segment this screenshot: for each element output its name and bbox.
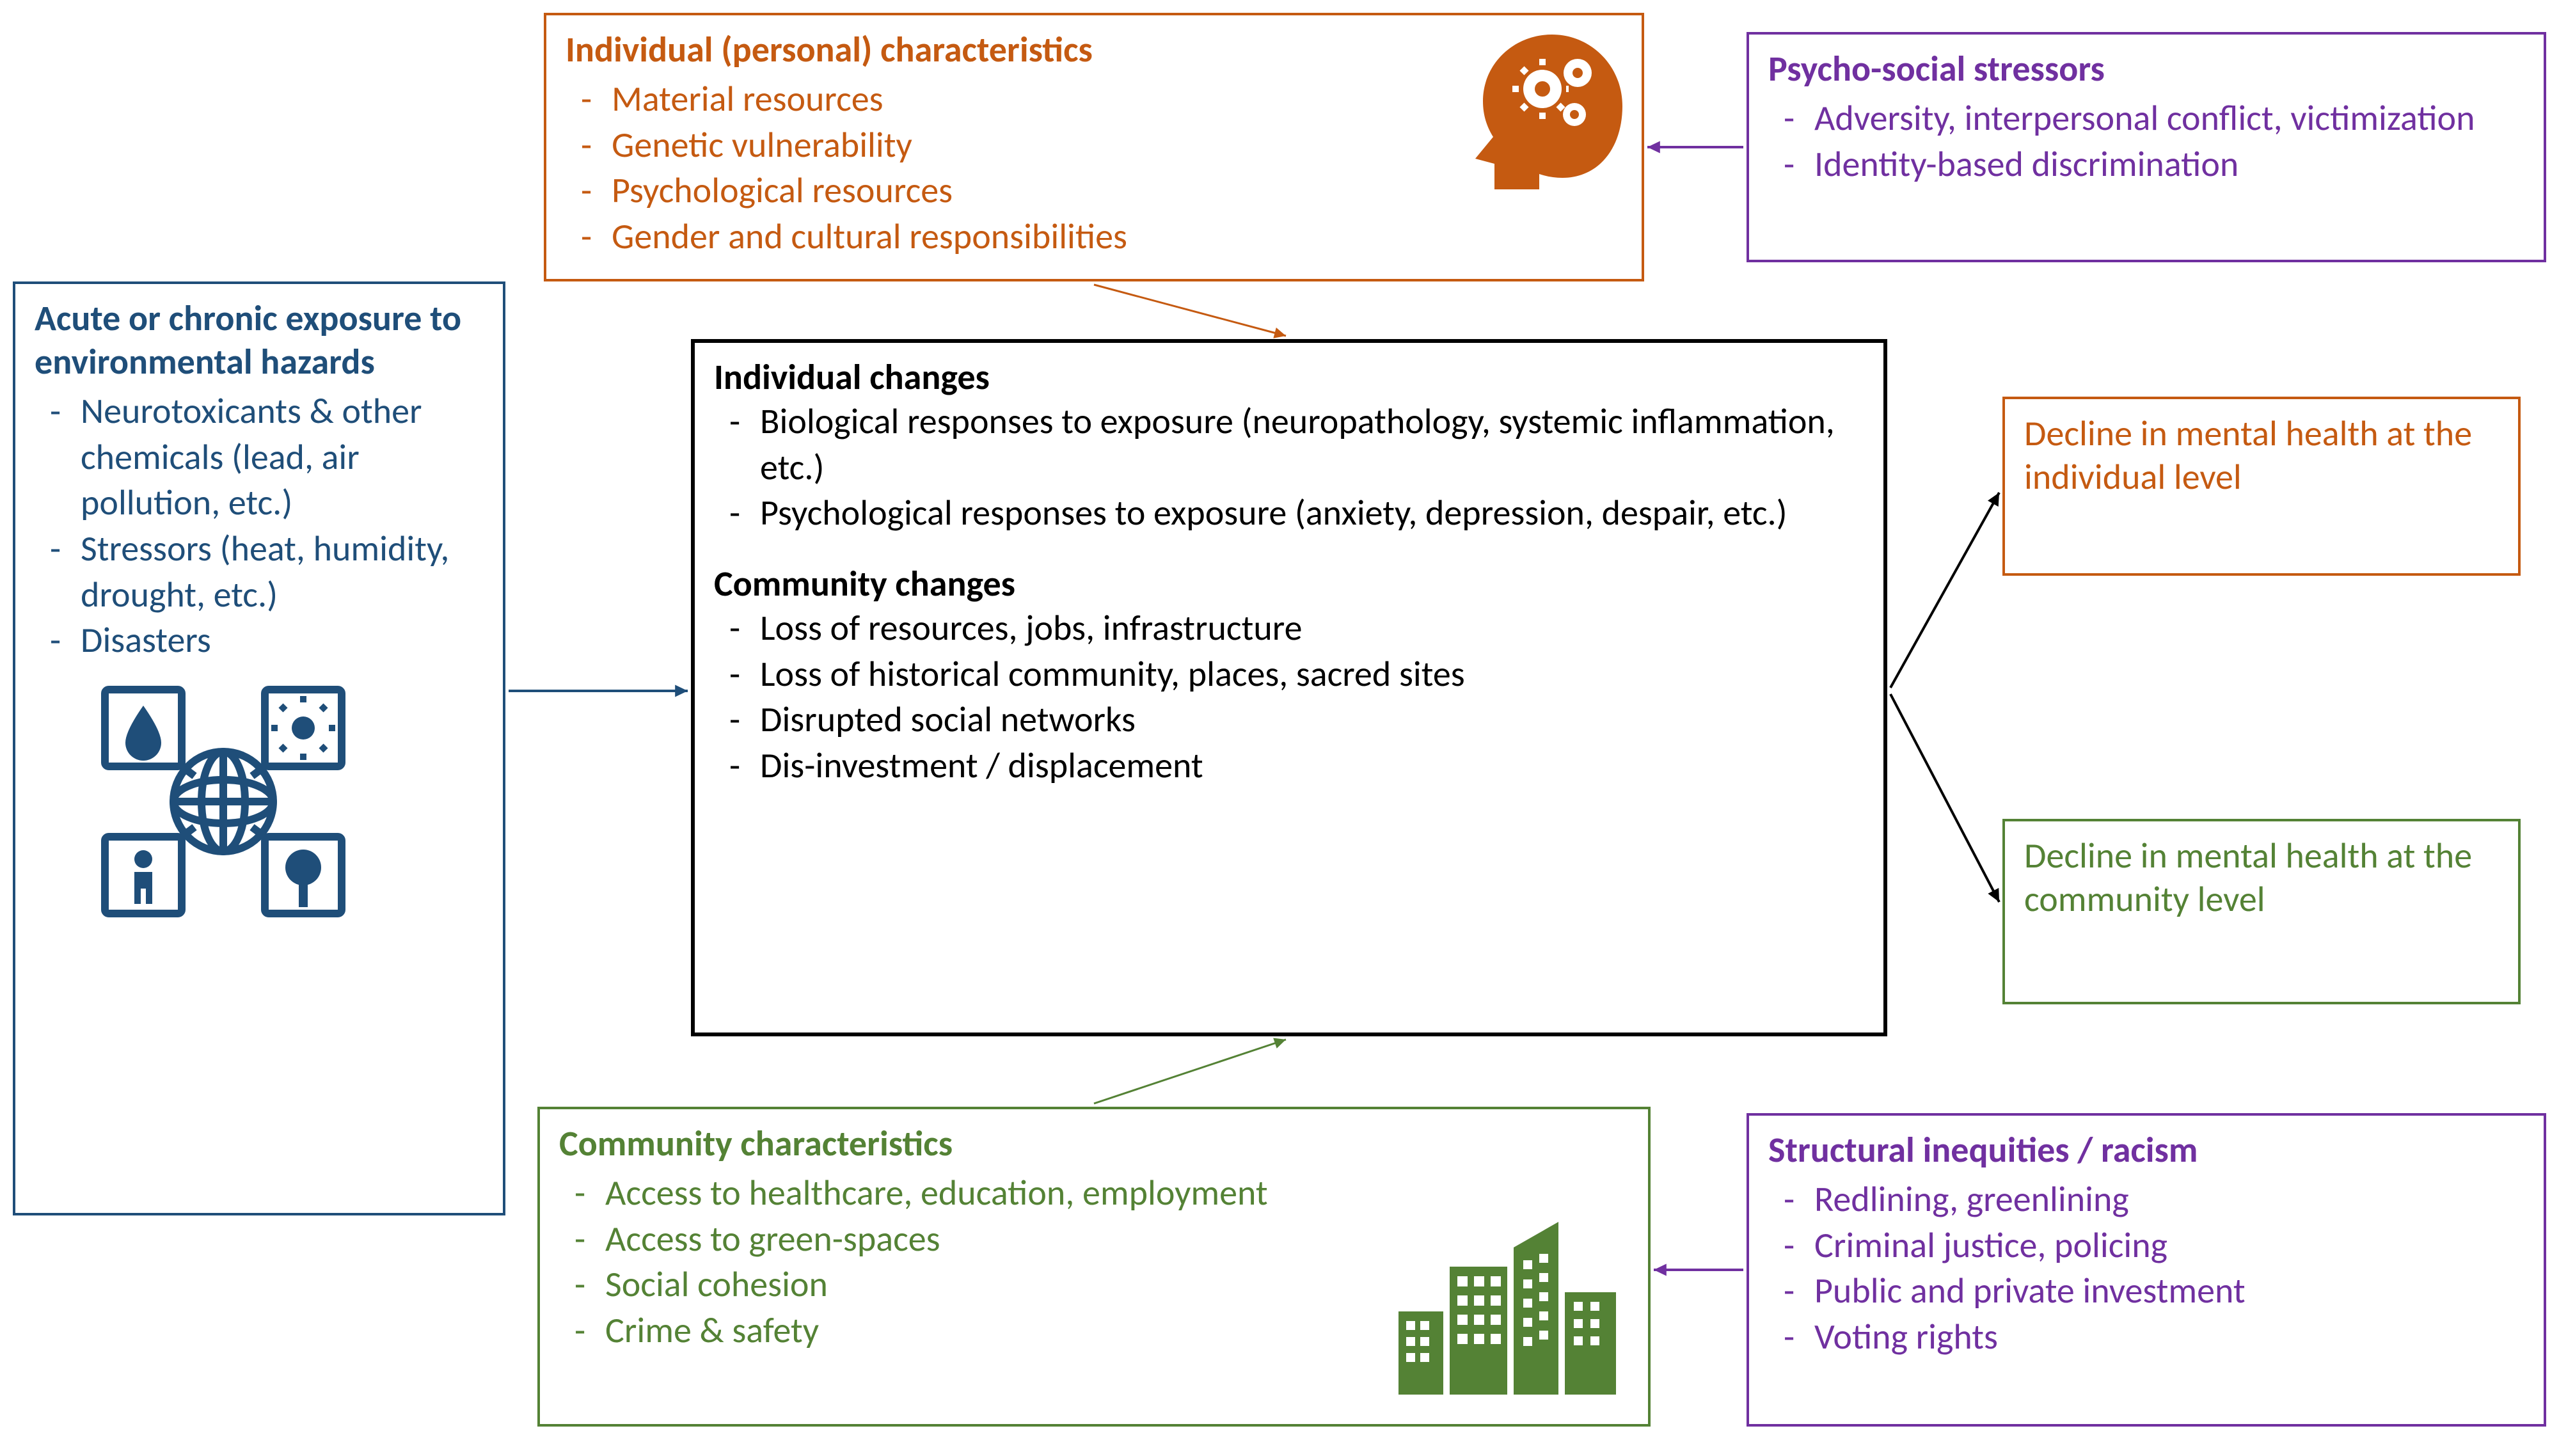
box-structural: Structural inequities / racism Redlining… (1747, 1113, 2546, 1427)
psychosocial-title: Psycho-social stressors (1768, 47, 2524, 91)
list-item: Disrupted social networks (714, 697, 1864, 743)
hazards-items: Neurotoxicants & other chemicals (lead, … (35, 389, 484, 664)
list-item: Adversity, interpersonal conflict, victi… (1768, 96, 2524, 142)
globe-grid-icon (86, 683, 484, 930)
decline-community-text: Decline in mental health at the communit… (2024, 834, 2499, 921)
list-item: Criminal justice, policing (1768, 1223, 2524, 1269)
center-section1-items: Biological responses to exposure (neurop… (714, 399, 1864, 537)
psychosocial-to-indiv (1647, 141, 1743, 153)
list-item: Voting rights (1768, 1315, 2524, 1361)
list-item: Loss of resources, jobs, infrastructure (714, 606, 1864, 652)
structural-items: Redlining, greenliningCriminal justice, … (1768, 1177, 2524, 1361)
psychosocial-items: Adversity, interpersonal conflict, victi… (1768, 96, 2524, 187)
box-psychosocial: Psycho-social stressors Adversity, inter… (1747, 32, 2546, 262)
list-item: Dis-investment / displacement (714, 743, 1864, 789)
list-item: Disasters (35, 618, 484, 664)
decline-individual-text: Decline in mental health at the individu… (2024, 412, 2499, 499)
box-center: Individual changes Biological responses … (691, 339, 1887, 1036)
center-section1-title: Individual changes (714, 356, 1864, 399)
list-item: Gender and cultural responsibilities (566, 214, 1622, 260)
center-section2-title: Community changes (714, 562, 1864, 606)
center-to-decline-indiv (1890, 493, 1999, 688)
list-item: Public and private investment (1768, 1269, 2524, 1315)
box-hazards: Acute or chronic exposure to environment… (13, 281, 505, 1215)
structural-title: Structural inequities / racism (1768, 1128, 2524, 1172)
indivchars-to-center (1094, 285, 1286, 338)
list-item: Psychological responses to exposure (anx… (714, 491, 1864, 537)
list-item: Identity-based discrimination (1768, 142, 2524, 188)
list-item: Stressors (heat, humidity, drought, etc.… (35, 526, 484, 618)
box-decline-community: Decline in mental health at the communit… (2002, 819, 2521, 1004)
center-to-decline-comm (1890, 694, 1999, 902)
center-section2-items: Loss of resources, jobs, infrastructureL… (714, 606, 1864, 789)
community-chars-title: Community characteristics (559, 1122, 1629, 1166)
list-item: Biological responses to exposure (neurop… (714, 399, 1864, 491)
box-decline-individual: Decline in mental health at the individu… (2002, 397, 2521, 576)
city-skyline-icon (1392, 1209, 1622, 1411)
list-item: Loss of historical community, places, sa… (714, 652, 1864, 698)
hazards-to-center (509, 684, 688, 697)
list-item: Redlining, greenlining (1768, 1177, 2524, 1223)
structural-to-community (1654, 1263, 1743, 1276)
list-item: Neurotoxicants & other chemicals (lead, … (35, 389, 484, 526)
hazards-title: Acute or chronic exposure to environment… (35, 297, 484, 384)
box-individual-chars: Individual (personal) characteristics Ma… (544, 13, 1644, 281)
box-community-chars: Community characteristics Access to heal… (537, 1107, 1651, 1427)
head-gears-icon (1456, 28, 1622, 205)
commchars-to-center (1094, 1038, 1286, 1104)
